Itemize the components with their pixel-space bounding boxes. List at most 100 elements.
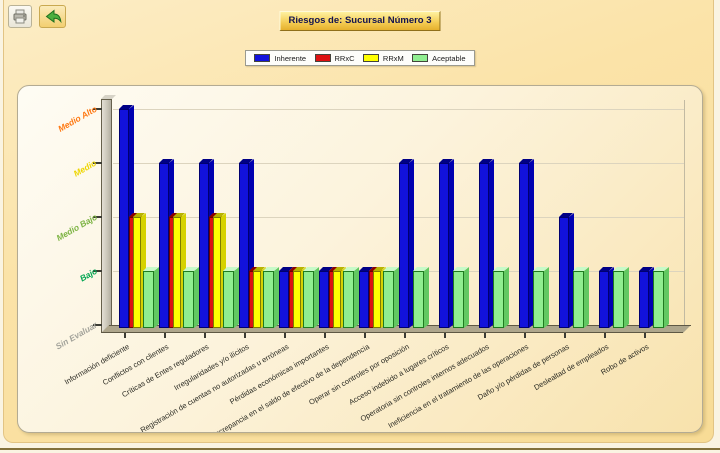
page-title: Riesgos de: Sucursal Número 3	[279, 11, 441, 31]
bar-face	[409, 159, 414, 328]
bar-aceptable	[223, 267, 239, 328]
bar-aceptable	[613, 267, 629, 328]
bar-face	[274, 267, 279, 328]
legend-swatch	[254, 54, 271, 62]
bar-face	[479, 159, 493, 163]
x-axis-tick	[444, 333, 446, 338]
bar-face	[293, 271, 301, 328]
bar-face	[239, 163, 249, 328]
bar-face	[439, 159, 453, 163]
y-axis-label: Medio Bajo	[54, 211, 99, 244]
bar-face	[194, 267, 199, 328]
legend-item-aceptable: Aceptable	[412, 53, 466, 63]
x-axis-tick	[164, 333, 166, 338]
bar-face	[639, 271, 649, 328]
bar-face	[649, 267, 654, 328]
bar-aceptable	[653, 267, 669, 328]
bar-face	[343, 271, 354, 328]
bar-face	[383, 271, 394, 328]
bar-aceptable	[143, 267, 159, 328]
y-axis-tick	[93, 216, 102, 218]
bar-face	[394, 267, 399, 328]
bar-face	[199, 163, 209, 328]
bar-face	[493, 271, 504, 328]
window-bottom-edge	[0, 448, 720, 450]
bar-face	[413, 267, 428, 271]
bar-inherente	[399, 159, 414, 328]
gridline	[113, 109, 684, 110]
legend-swatch	[362, 54, 379, 62]
bar-face	[639, 267, 653, 271]
bar-face	[399, 163, 409, 328]
x-axis-tick	[564, 333, 566, 338]
print-button[interactable]	[8, 5, 32, 28]
bar-inherente	[559, 213, 574, 328]
x-axis-tick	[604, 333, 606, 338]
bar-face	[584, 267, 589, 328]
bar-face	[373, 267, 385, 271]
bar-face	[519, 163, 529, 328]
y-axis-label: Sin Evaluar	[53, 319, 99, 352]
bar-face	[279, 267, 293, 271]
back-button[interactable]	[39, 5, 66, 28]
bar-face	[249, 159, 254, 328]
bar-aceptable	[413, 267, 429, 328]
bar-face	[559, 217, 569, 328]
bar-face	[529, 159, 534, 328]
bar-face	[199, 159, 213, 163]
bar-aceptable	[343, 267, 359, 328]
bar-face	[489, 159, 494, 328]
bar-face	[453, 271, 464, 328]
bar-face	[213, 213, 225, 217]
bar-face	[453, 267, 468, 271]
bar-face	[569, 213, 574, 328]
bar-face	[303, 267, 318, 271]
legend-swatch	[314, 54, 331, 62]
bar-face	[253, 271, 261, 328]
bar-face	[253, 267, 265, 271]
bar-face	[373, 271, 381, 328]
bar-face	[599, 271, 609, 328]
x-axis-category-label: Información deficiente	[62, 342, 131, 387]
chart-floor-edge	[101, 332, 683, 333]
y-axis-label: Bajo	[77, 265, 99, 284]
bar-face	[343, 267, 358, 271]
bar-aceptable	[533, 267, 549, 328]
bar-face	[119, 109, 129, 328]
bar-face	[664, 267, 669, 328]
bar-face	[143, 267, 158, 271]
bar-face	[319, 267, 333, 271]
y-axis-tick	[93, 162, 102, 164]
bar-face	[449, 159, 454, 328]
bar-inherente	[239, 159, 254, 328]
bar-aceptable	[183, 267, 199, 328]
bar-face	[573, 271, 584, 328]
bar-inherente	[639, 267, 654, 328]
plot-right-edge	[684, 100, 685, 325]
bar-face	[493, 267, 508, 271]
bar-face	[223, 271, 234, 328]
bar-aceptable	[493, 267, 509, 328]
bar-face	[143, 271, 154, 328]
bar-face	[504, 267, 509, 328]
legend-label: Aceptable	[432, 53, 466, 63]
x-axis-category-label: Registración de cuentas no autorizadas u…	[139, 342, 291, 432]
bar-face	[559, 213, 573, 217]
bar-inherente	[439, 159, 454, 328]
bar-face	[133, 217, 141, 328]
bar-face	[234, 267, 239, 328]
y-axis-label: Medio	[72, 157, 99, 179]
legend-item-rrxm: RRxM	[362, 54, 404, 63]
bar-face	[399, 159, 413, 163]
bar-face	[653, 267, 668, 271]
bar-inherente	[599, 267, 614, 328]
x-axis-tick	[124, 333, 126, 338]
bar-aceptable	[383, 267, 399, 328]
y-axis-wall	[101, 99, 112, 333]
bar-face	[354, 267, 359, 328]
y-axis-tick	[93, 270, 102, 272]
bar-face	[173, 213, 185, 217]
y-axis-label: Medio Alto	[56, 103, 99, 134]
bar-face	[383, 267, 398, 271]
legend-label: Inherente	[274, 53, 307, 63]
